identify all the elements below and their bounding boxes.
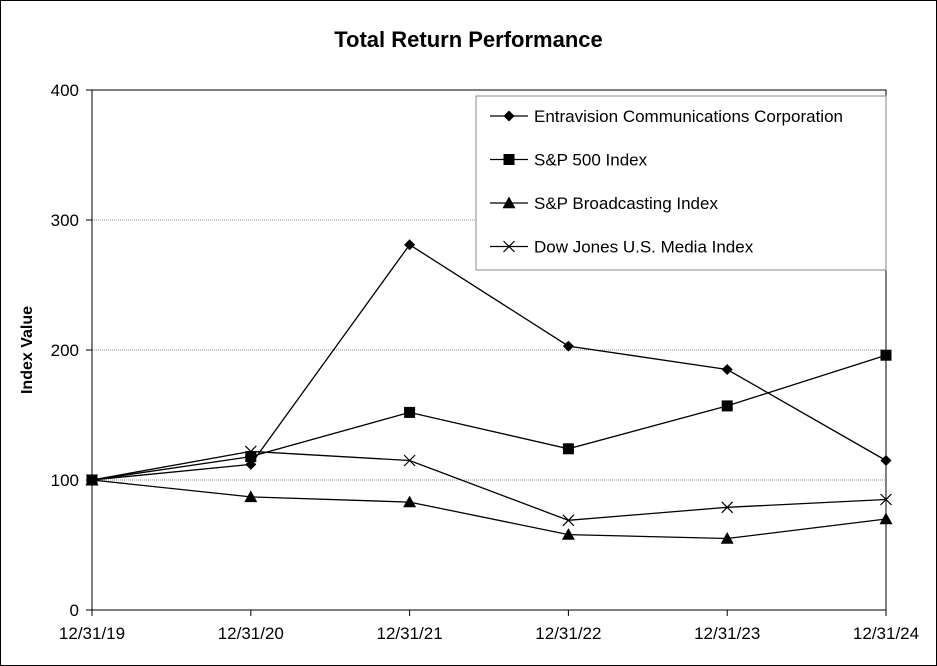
- legend-label: Dow Jones U.S. Media Index: [534, 238, 754, 257]
- x-axis: 12/31/19 12/31/20 12/31/21 12/31/22 12/31/23…: [59, 610, 919, 643]
- data-point: [721, 364, 733, 375]
- data-point: [244, 490, 258, 503]
- legend-item: Entravision Communications Corporation: [490, 107, 843, 126]
- y-tick-label: 400: [51, 81, 79, 100]
- series-1: [86, 239, 892, 486]
- data-point: [86, 474, 98, 486]
- data-point: [404, 239, 416, 251]
- legend-item: S&P 500 Index: [490, 151, 648, 170]
- data-point: [880, 493, 892, 506]
- data-point: [720, 532, 734, 544]
- data-point: [721, 400, 733, 412]
- x-tick-label: 12/31/19: [59, 624, 125, 643]
- chart-title: Total Return Performance: [334, 27, 603, 52]
- y-axis-label: Index Value: [19, 306, 36, 394]
- legend-marker: [503, 110, 515, 122]
- series-3: [85, 473, 893, 544]
- data-point: [880, 349, 892, 361]
- legend-box: [475, 95, 887, 271]
- legend-label: Entravision Communications Corporation: [534, 107, 843, 126]
- series-line: [91, 450, 887, 521]
- data-point: [562, 514, 575, 527]
- data-point: [244, 445, 257, 458]
- y-tick-label: 200: [51, 341, 79, 360]
- data-point: [403, 454, 416, 467]
- data-point: [404, 406, 416, 418]
- legend-label: S&P Broadcasting Index: [534, 194, 718, 213]
- data-point: [561, 528, 575, 540]
- legend-marker: [503, 240, 515, 253]
- legend: Entravision Communications Corporation S&…: [475, 95, 887, 271]
- data-point: [562, 340, 574, 352]
- x-tick-label: 12/31/22: [535, 624, 601, 643]
- y-tick-label: 0: [70, 601, 79, 620]
- data-point: [403, 495, 417, 508]
- series-line: [91, 354, 887, 481]
- legend-label: S&P 500 Index: [534, 151, 648, 170]
- data-point: [245, 451, 257, 463]
- y-axis: 0 100 200 300 400: [51, 81, 92, 620]
- legend-marker: [503, 154, 515, 165]
- data-point: [880, 455, 892, 466]
- data-point: [721, 501, 734, 514]
- x-tick-label: 12/31/21: [377, 624, 443, 643]
- data-point: [879, 512, 893, 525]
- x-tick-label: 12/31/20: [218, 624, 284, 643]
- grid-lines: [92, 219, 886, 481]
- x-tick-label: 12/31/24: [853, 624, 919, 643]
- legend-item: Dow Jones U.S. Media Index: [490, 238, 754, 257]
- data-point: [562, 443, 574, 455]
- y-tick-label: 100: [51, 471, 79, 490]
- y-tick-label: 300: [51, 211, 79, 230]
- legend-item: S&P Broadcasting Index: [490, 194, 718, 213]
- series-layer: [85, 239, 893, 544]
- series-4: [86, 445, 892, 527]
- legend-marker: [502, 196, 516, 209]
- x-tick-label: 12/31/23: [694, 624, 760, 643]
- series-2: [86, 349, 892, 486]
- series-line: [91, 243, 887, 481]
- series-line: [91, 479, 887, 540]
